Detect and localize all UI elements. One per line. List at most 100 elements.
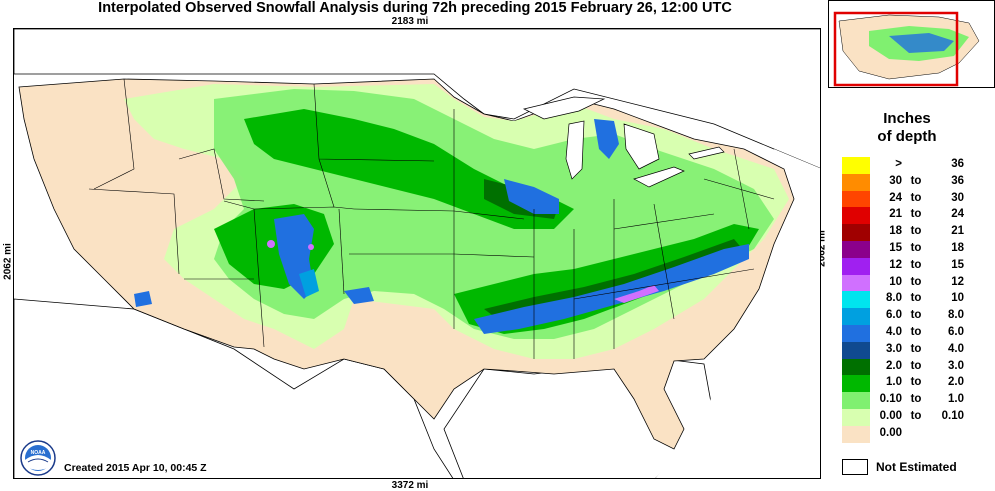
legend-hi-text: 30 (951, 191, 964, 204)
left-distance-label: 2062 mi (2, 243, 14, 280)
legend-row: 8.0 to 10 (842, 291, 982, 309)
legend-swatch (842, 375, 870, 393)
legend-hi-text: 18 (951, 241, 964, 254)
legend-hi-text: 3.0 (948, 359, 964, 372)
legend-hi-text: 36 (951, 158, 964, 170)
legend-row: 15 to 18 (842, 240, 982, 258)
legend-to-text: to (910, 258, 922, 271)
legend-to-text: to (910, 359, 922, 372)
legend-lo-text: 24 (889, 191, 902, 204)
snow-4-to-6-band (474, 244, 749, 334)
legend-title-line1: Inches (883, 110, 931, 127)
svg-text:NOAA: NOAA (31, 450, 46, 456)
map-canvas (14, 29, 820, 478)
legend-hi-text: 24 (951, 208, 964, 221)
legend-to-text: to (910, 393, 922, 406)
legend-to-text: to (910, 208, 922, 221)
legend-row: 4.0 to 6.0 (842, 324, 982, 342)
legend-row: 0.00 to 0.10 (842, 408, 982, 426)
snow-10-to-12-spot-a (267, 240, 275, 248)
legend-swatch (842, 224, 870, 241)
noaa-logo: NOAA (20, 440, 56, 476)
legend-lo-text: 18 (889, 225, 902, 238)
legend-row: 2.0 to 3.0 (842, 358, 982, 376)
legend-lo-text: 12 (889, 258, 902, 271)
legend-row: 24 to 30 (842, 190, 982, 208)
legend-lo-text: 3.0 (886, 342, 902, 355)
legend-swatch (842, 190, 870, 208)
legend-hi-text: 15 (951, 258, 964, 271)
lake-michigan (565, 120, 585, 180)
legend-row: 12 to 15 (842, 257, 982, 275)
lake-huron (623, 123, 660, 170)
not-estimated-label: Not Estimated (876, 460, 957, 474)
inset-view-rectangle (833, 11, 959, 87)
legend-row: 0.10 to 1.0 (842, 392, 982, 409)
legend-row: 30 to 36 (842, 173, 982, 191)
legend-swatch (842, 240, 870, 258)
legend-swatch (842, 425, 870, 443)
legend-lo-text: 0.00 (879, 409, 902, 422)
legend-to-text: to (910, 225, 922, 238)
legend-to-text: to (910, 342, 922, 355)
legend-swatch (842, 341, 870, 359)
lake-ontario (688, 146, 725, 160)
legend-row: 18 to 21 (842, 224, 982, 241)
legend-lo-text: 0.00 (879, 426, 902, 439)
legend-lo-text: 4.0 (886, 325, 902, 338)
snow-4-to-6-arizona (134, 291, 152, 307)
legend-lo-text: 2.0 (886, 359, 902, 372)
legend-to-text: to (910, 309, 922, 322)
legend-swatch (842, 291, 870, 309)
snowfall-map[interactable] (13, 28, 821, 479)
snow-4-to-6-texas (344, 287, 374, 304)
legend-row: 3.0 to 4.0 (842, 341, 982, 359)
legend-hi-text: 10 (951, 292, 964, 305)
legend-lo-text: 8.0 (886, 292, 902, 305)
legend-hi-text: 21 (951, 225, 964, 238)
legend-to-text: to (910, 292, 922, 305)
legend-swatch (842, 358, 870, 376)
legend-hi-text: 2.0 (948, 376, 964, 389)
legend-lo-text: 21 (889, 208, 902, 221)
snow-depth-legend: >36 30 to 36 24 to 30 21 to 24 18 to 21 15 to 18 12 to 15 1… (842, 157, 982, 443)
locator-inset-map[interactable] (828, 0, 995, 88)
legend-swatch (842, 157, 870, 174)
legend-to-text: to (910, 241, 922, 254)
not-estimated-swatch (842, 459, 868, 475)
legend-lo-text: > (895, 158, 902, 170)
legend-lo-text: 6.0 (886, 309, 902, 322)
canada-region (14, 29, 820, 169)
legend-hi-text: 1.0 (948, 393, 964, 406)
legend-swatch (842, 392, 870, 409)
legend-row: 10 to 12 (842, 274, 982, 292)
legend-lo-text: 15 (889, 241, 902, 254)
legend-lo-text: 30 (889, 174, 902, 187)
lake-superior (522, 96, 606, 120)
top-distance-label: 2183 mi (391, 16, 429, 27)
legend-to-text: to (910, 325, 922, 338)
legend-row: 1.0 to 2.0 (842, 375, 982, 393)
legend-title: Inches of depth (832, 110, 982, 146)
state-boundaries (88, 78, 775, 359)
lake-erie (633, 166, 685, 188)
legend-swatch (842, 408, 870, 426)
snow-4-to-6-iowa (504, 179, 559, 214)
legend-row: 0.00 (842, 425, 982, 443)
legend-hi-text: 6.0 (948, 325, 964, 338)
created-timestamp: Created 2015 Apr 10, 00:45 Z (64, 462, 207, 474)
bottom-distance-label: 3372 mi (391, 480, 429, 491)
legend-hi-text: 0.10 (941, 409, 964, 422)
legend-row: 6.0 to 8.0 (842, 308, 982, 325)
atlantic-ocean (655, 149, 820, 478)
legend-hi-text: 8.0 (948, 309, 964, 322)
legend-swatch (842, 257, 870, 275)
legend-to-text: to (910, 191, 922, 204)
snow-10-to-12-band (614, 285, 659, 303)
legend-lo-text: 0.10 (879, 393, 902, 406)
snow-6-to-8-spot (299, 269, 319, 297)
snow-10-to-12-spot-b (308, 244, 314, 250)
legend-swatch (842, 173, 870, 191)
legend-to-text: to (910, 174, 922, 187)
legend-lo-text: 10 (889, 275, 902, 288)
